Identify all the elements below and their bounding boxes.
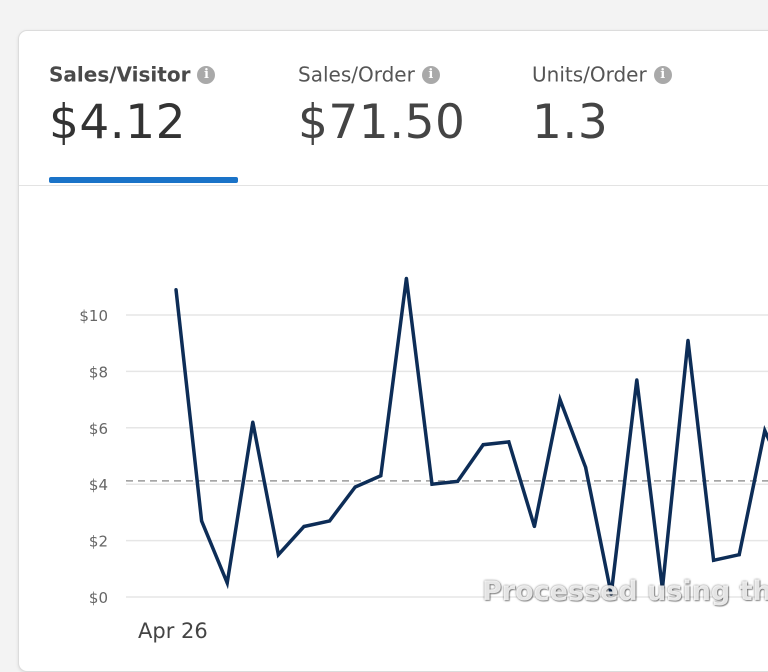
data-point (251, 420, 255, 424)
data-point (276, 553, 280, 557)
tab-label: Sales/Order i (298, 61, 440, 87)
data-point (686, 338, 690, 342)
metric-tabs: Sales/Visitor i $4.12 Sales/Order i $71.50… (19, 31, 768, 186)
y-tick-label: $4 (89, 476, 108, 494)
data-point (404, 276, 408, 280)
watermark-overlay: Processed using the (482, 576, 768, 607)
tab-value: 1.3 (532, 95, 609, 150)
data-point (302, 524, 306, 529)
data-point (712, 558, 716, 562)
data-point (507, 440, 511, 444)
data-point (532, 524, 537, 529)
sales-per-visitor-chart: $0 $2 $4 $6 $8 $10 Apr 26 (79, 276, 768, 643)
x-tick-label: Apr 26 (138, 619, 208, 643)
tab-label-text: Sales/Visitor (49, 62, 191, 87)
data-point (584, 465, 588, 469)
tab-sales-per-visitor[interactable]: Sales/Visitor i $4.12 (49, 31, 279, 185)
data-point (430, 482, 434, 486)
tab-label-text: Units/Order (532, 62, 647, 87)
active-tab-underline (49, 177, 238, 183)
y-tick-label: $0 (89, 589, 108, 607)
series-line (174, 278, 768, 595)
data-point (174, 288, 178, 292)
y-tick-label: $2 (89, 533, 108, 551)
tab-value: $71.50 (298, 95, 466, 150)
y-tick-label: $6 (89, 420, 108, 438)
tab-label: Units/Order i (532, 61, 672, 87)
info-icon[interactable]: i (197, 65, 216, 84)
metrics-card: Sales/Visitor i $4.12 Sales/Order i $71.50… (18, 30, 768, 672)
tab-label: Sales/Visitor i (49, 61, 216, 87)
info-icon[interactable]: i (653, 65, 672, 84)
data-point (609, 592, 613, 596)
data-point (635, 378, 639, 382)
data-point (379, 474, 383, 478)
y-tick-label: $8 (89, 363, 108, 381)
data-point (200, 519, 204, 523)
tab-units-per-order[interactable]: Units/Order i 1.3 (532, 31, 752, 185)
data-point (737, 553, 741, 557)
data-point (328, 519, 332, 523)
data-point (763, 429, 767, 433)
tab-value: $4.12 (49, 95, 187, 150)
data-point (558, 398, 562, 402)
data-point (456, 479, 460, 483)
data-point (353, 485, 357, 489)
data-point (660, 586, 665, 591)
tab-label-text: Sales/Order (298, 62, 415, 87)
info-icon[interactable]: i (421, 65, 440, 84)
data-point (225, 581, 229, 585)
y-tick-label: $10 (79, 307, 108, 325)
data-point (481, 443, 485, 447)
tab-sales-per-order[interactable]: Sales/Order i $71.50 (298, 31, 518, 185)
